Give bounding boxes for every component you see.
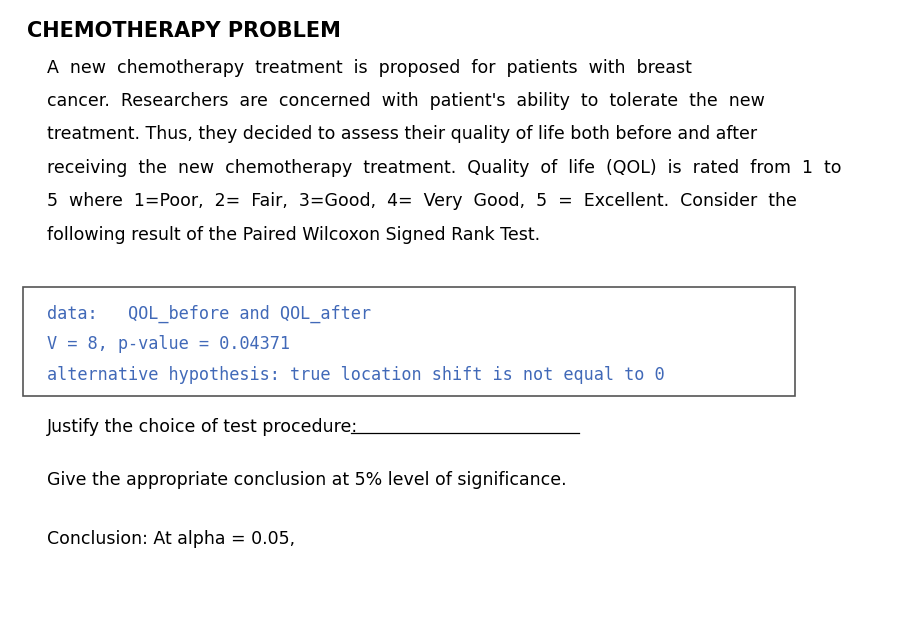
Text: A  new  chemotherapy  treatment  is  proposed  for  patients  with  breast: A new chemotherapy treatment is proposed…: [47, 59, 692, 77]
Text: Conclusion: At alpha = 0.05,: Conclusion: At alpha = 0.05,: [47, 530, 295, 548]
Text: alternative hypothesis: true location shift is not equal to 0: alternative hypothesis: true location sh…: [47, 366, 664, 384]
Text: cancer.  Researchers  are  concerned  with  patient's  ability  to  tolerate  th: cancer. Researchers are concerned with p…: [47, 92, 765, 110]
Text: CHEMOTHERAPY PROBLEM: CHEMOTHERAPY PROBLEM: [27, 22, 341, 41]
Text: V = 8, p-value = 0.04371: V = 8, p-value = 0.04371: [47, 335, 290, 353]
FancyBboxPatch shape: [23, 287, 796, 396]
Text: receiving  the  new  chemotherapy  treatment.  Quality  of  life  (QOL)  is  rat: receiving the new chemotherapy treatment…: [47, 159, 842, 177]
Text: .: .: [761, 604, 769, 618]
Text: following result of the Paired Wilcoxon Signed Rank Test.: following result of the Paired Wilcoxon …: [47, 226, 540, 244]
Text: 5  where  1=Poor,  2=  Fair,  3=Good,  4=  Very  Good,  5  =  Excellent.  Consid: 5 where 1=Poor, 2= Fair, 3=Good, 4= Very…: [47, 192, 796, 210]
Text: Give the appropriate conclusion at 5% level of significance.: Give the appropriate conclusion at 5% le…: [47, 471, 566, 489]
Text: treatment. Thus, they decided to assess their quality of life both before and af: treatment. Thus, they decided to assess …: [47, 125, 757, 143]
Text: data:   QOL_before and QOL_after: data: QOL_before and QOL_after: [47, 305, 371, 323]
Text: Justify the choice of test procedure:: Justify the choice of test procedure:: [47, 418, 358, 436]
